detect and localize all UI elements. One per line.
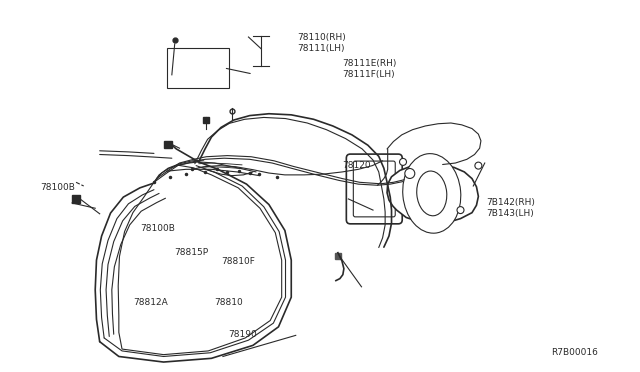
FancyBboxPatch shape [346, 154, 402, 224]
Text: 78810F: 78810F [221, 257, 255, 266]
Bar [72, 195, 80, 203]
Text: 7B142(RH)
7B143(LH): 7B142(RH) 7B143(LH) [486, 198, 535, 218]
Text: 78111E(RH)
78111F(LH): 78111E(RH) 78111F(LH) [342, 59, 397, 79]
FancyBboxPatch shape [353, 161, 396, 217]
Bar [204, 117, 209, 123]
Text: R7B00016: R7B00016 [551, 347, 598, 356]
Text: 78190: 78190 [228, 330, 257, 340]
Text: 78100B: 78100B [40, 183, 75, 192]
Polygon shape [387, 164, 478, 224]
Text: 78100B: 78100B [140, 224, 175, 233]
Circle shape [475, 162, 482, 169]
Text: 78815P: 78815P [174, 248, 209, 257]
Polygon shape [335, 253, 341, 259]
Bar [167, 48, 228, 88]
Bar [164, 141, 172, 148]
Text: 78120: 78120 [342, 161, 371, 170]
Ellipse shape [403, 154, 461, 233]
Circle shape [457, 206, 464, 214]
Text: 78812A: 78812A [134, 298, 168, 307]
Ellipse shape [417, 171, 447, 216]
Text: 78810: 78810 [214, 298, 243, 307]
Circle shape [399, 158, 406, 166]
Circle shape [405, 169, 415, 179]
Polygon shape [118, 165, 282, 355]
Text: 78110(RH)
78111(LH): 78110(RH) 78111(LH) [298, 33, 346, 53]
